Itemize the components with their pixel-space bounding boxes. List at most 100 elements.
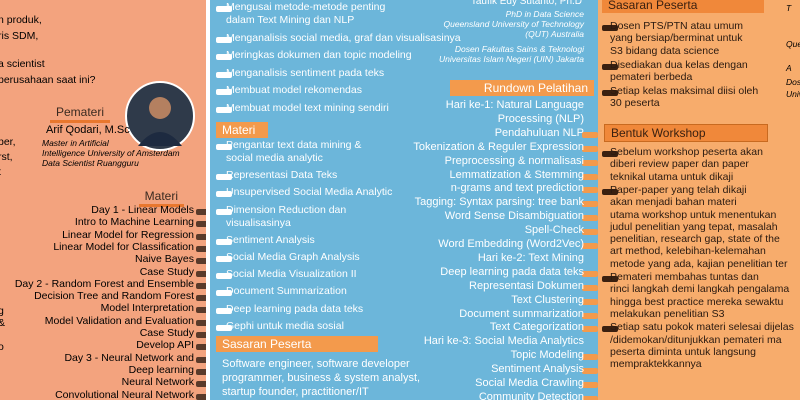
bullet (216, 71, 232, 78)
list-item: penelitian, research gap, state of the (610, 233, 780, 246)
cropped-text: rst, (0, 151, 13, 163)
section-heading: Sasaran Peserta (602, 0, 764, 13)
list-item: Deep learning (128, 363, 194, 376)
speaker-detail: Intelligence University of Amsterdam (42, 148, 180, 158)
bullet (196, 319, 206, 326)
bullet (196, 258, 206, 265)
bullet (216, 208, 232, 215)
bullet (582, 215, 598, 222)
list-item: Tokenization & Reguler Expression (413, 140, 584, 153)
list-item: hingga best practice mereka sewaktu (610, 295, 784, 308)
cropped-text: Univ (786, 89, 800, 99)
bullet (196, 245, 206, 252)
bullet (216, 307, 232, 314)
bullet (196, 221, 206, 228)
list-item: Setiap kelas maksimal diisi oleh (610, 85, 759, 97)
bullet (582, 229, 598, 236)
bullet (602, 276, 618, 282)
speaker-detail: (QUT) Australia (525, 29, 584, 39)
speaker-name: Taufik Edy Sutanto, Ph.D (470, 0, 582, 7)
bullet (582, 201, 598, 208)
bullet (196, 368, 206, 375)
section-heading: Bentuk Workshop (604, 124, 768, 142)
list-item: 30 peserta (610, 97, 660, 110)
list-item: utama workshop untuk menentukan (610, 208, 777, 221)
speaker-detail: Dosen Fakultas Sains & Teknologi (454, 44, 584, 54)
bullet (602, 151, 618, 157)
bullet (582, 187, 598, 194)
text-line: Software engineer, software developer (222, 358, 410, 370)
list-item: Menganalisis social media, graf dan visu… (226, 31, 461, 44)
bullet (216, 144, 232, 150)
list-item: Dimension Reduction dan (226, 203, 347, 216)
list-item: Decision Tree and Random Forest (34, 290, 194, 303)
list-item: Document Summarization (226, 285, 347, 298)
list-item: Linear Model for Classification (53, 240, 194, 253)
list-item: akan menjadi bahan materi (610, 196, 737, 209)
list-item: Hari ke-2: Text Mining (477, 251, 584, 264)
bullet (582, 298, 598, 305)
list-item: Day 2 - Random Forest and Ensemble (14, 277, 194, 290)
list-item: S3 bidang data science (610, 44, 720, 57)
intro-line: a scientist (0, 58, 45, 70)
list-item: Pendahuluan NLP (494, 126, 584, 139)
bullet (196, 381, 206, 388)
list-item: Develop API (136, 339, 194, 352)
cropped-text: t (0, 166, 1, 179)
list-item: Social Media Crawling (475, 377, 584, 389)
list-item: judul penelitian yang tepat, masalah (610, 220, 778, 233)
bullet (196, 307, 206, 314)
list-item: art method, kelebihan-kelemahan (610, 245, 766, 258)
list-item: peserta diminta untuk langsung (610, 345, 756, 358)
section-heading: Materi (216, 122, 268, 138)
intro-line: ris SDM, (0, 30, 39, 42)
list-item: dalam Text Mining dan NLP (226, 14, 355, 26)
list-item: /didemokan/ditunjukkan pemateri ma (610, 333, 782, 346)
bullet (582, 270, 598, 277)
speaker-name: Arif Qodari, M.Sc (46, 124, 130, 136)
list-item: Word Sense Disambiguation (444, 210, 584, 223)
list-item: melakukan penelitian S3 (610, 307, 725, 320)
list-item: Word Embedding (Word2Vec) (438, 238, 584, 250)
list-item: teknikal utama untuk dikaji (610, 170, 734, 183)
bullet (216, 6, 232, 12)
bullet (216, 324, 232, 331)
text-line: startup founder, practitioner/IT (222, 386, 369, 398)
cropped-text: per, (0, 136, 16, 148)
list-item: Lemmatization & Stemming (449, 168, 585, 181)
bullet (216, 290, 232, 297)
bullet (582, 145, 598, 152)
section-heading: Sasaran Peserta (216, 336, 378, 352)
cropped-text: Queensl (786, 39, 800, 49)
list-item: Community Detection (478, 390, 584, 400)
bullet (582, 326, 598, 333)
bullet (216, 106, 232, 113)
list-item: Hari ke-1: Natural Language (445, 99, 584, 111)
bullet (582, 395, 598, 400)
list-item: Neural Network (121, 376, 194, 389)
list-item: Tagging: Syntax parsing: tree bank (414, 196, 584, 209)
intro-line: perusahaan saat ini? (0, 74, 96, 86)
list-item: Paper-paper yang telah dikaji (610, 183, 747, 196)
cropped-text: g (0, 305, 4, 317)
list-item: Meringkas dokumen dan topic modeling (226, 49, 412, 61)
bullet (602, 63, 618, 70)
list-item: Social Media Graph Analysis (226, 251, 360, 263)
list-item: Linear Model for Regression (62, 228, 194, 241)
bullet (196, 233, 206, 240)
list-item: Spell-Check (524, 224, 584, 237)
speaker-photo (125, 81, 195, 151)
list-item: Model Interpretation (100, 302, 194, 315)
intro-line: n produk, (0, 14, 42, 26)
bullet (216, 36, 232, 43)
cropped-text: & (0, 317, 5, 330)
list-item: visualisasinya (226, 216, 291, 229)
bullet (196, 282, 206, 289)
speaker-detail: PhD in Data Science (505, 9, 584, 19)
list-item: Membuat model rekomendas (226, 84, 362, 96)
speaker-detail: Universitas Islam Negeri (UIN) Jakarta (438, 54, 584, 64)
bullet (196, 209, 206, 215)
bullet (602, 326, 618, 333)
list-item: Unsupervised Social Media Analytic (226, 186, 393, 199)
